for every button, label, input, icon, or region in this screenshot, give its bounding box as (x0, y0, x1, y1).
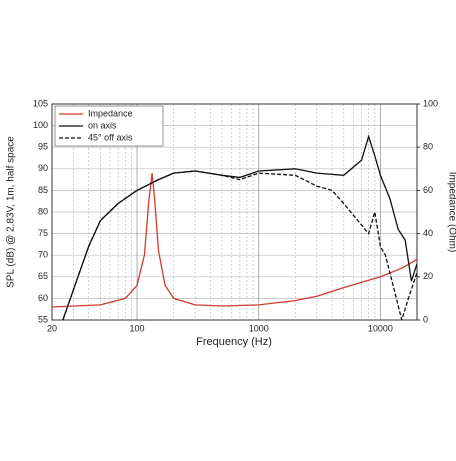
y-axis-label: SPL (dB) @ 2.83V, 1m, half space (6, 136, 17, 288)
y2-axis-label: Impedance (Ohm) (446, 172, 456, 253)
legend-label: 45° off axis (88, 132, 133, 142)
series-line (52, 173, 417, 308)
y2-tick-label: 100 (423, 98, 438, 108)
x-tick-label: 10000 (368, 323, 393, 333)
y-tick-label: 95 (38, 142, 48, 152)
y2-tick-label: 60 (423, 185, 433, 195)
y-tick-label: 90 (38, 163, 48, 173)
y2-tick-label: 0 (423, 314, 428, 324)
x-tick-label: 100 (130, 323, 145, 333)
y2-tick-label: 40 (423, 228, 433, 238)
y-tick-label: 60 (38, 293, 48, 303)
y2-tick-label: 80 (423, 142, 433, 152)
legend-label: on axis (88, 120, 117, 130)
y2-tick-label: 20 (423, 271, 433, 281)
y-tick-label: 70 (38, 250, 48, 260)
series-line (62, 170, 417, 320)
y-tick-label: 105 (33, 98, 48, 108)
y-tick-label: 80 (38, 206, 48, 216)
plot-frame (51, 103, 418, 321)
y-tick-label: 85 (38, 185, 48, 195)
x-axis-label: Frequency (Hz) (196, 336, 272, 348)
y-tick-label: 100 (33, 120, 48, 130)
x-tick-label: 20 (47, 323, 57, 333)
x-tick-label: 1000 (249, 323, 269, 333)
y-tick-label: 55 (38, 314, 48, 324)
legend-label: Impedance (88, 108, 133, 118)
y-tick-label: 65 (38, 271, 48, 281)
y-tick-label: 75 (38, 228, 48, 238)
